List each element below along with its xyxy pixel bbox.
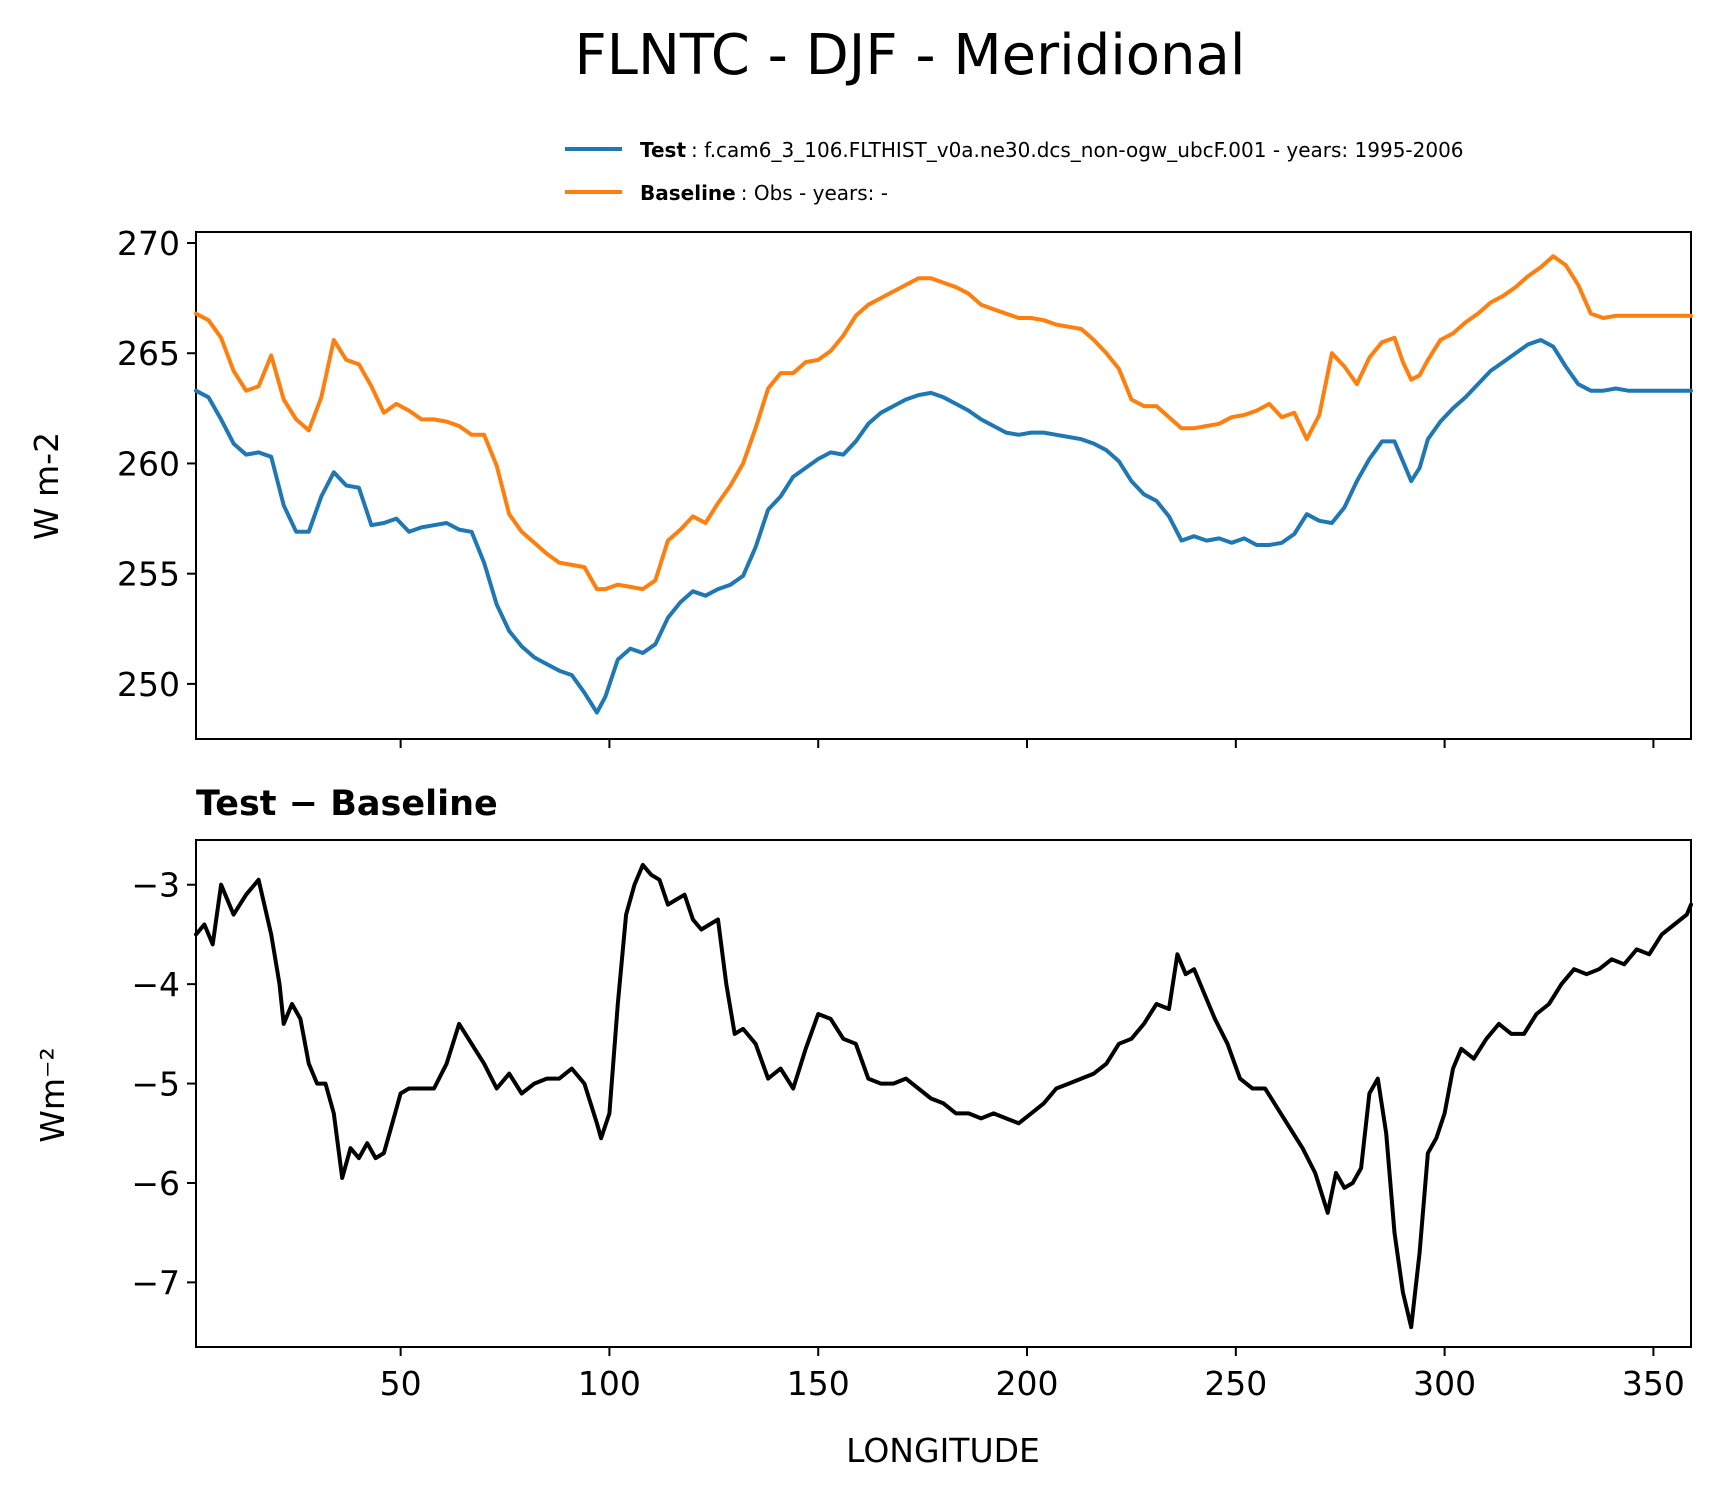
x-tick-label: 250 (1204, 1364, 1267, 1403)
difference-panel-title: Test − Baseline (196, 784, 498, 824)
bottom-y-axis: −3 −4 −5 −6 −7 (131, 866, 196, 1302)
bottom-y-tick-label: −7 (131, 1263, 180, 1302)
legend-baseline-label: Baseline (640, 181, 736, 205)
bottom-y-tick-label: −6 (131, 1164, 180, 1203)
bottom-y-tick-label: −3 (131, 866, 180, 905)
bottom-y-tick-label: −5 (131, 1065, 180, 1104)
bottom-y-tick-label: −4 (131, 965, 180, 1004)
x-tick-label: 50 (380, 1364, 422, 1403)
series-line-baseline (194, 254, 1693, 592)
top-series (194, 254, 1693, 715)
legend-test-label: Test (640, 138, 686, 162)
bottom-plot-frame (195, 839, 1692, 1348)
top-y-tick-label: 265 (117, 334, 180, 373)
legend: Test: f.cam6_3_106.FLTHIST_v0a.ne30.dcs_… (565, 138, 1464, 205)
x-tick-label: 150 (787, 1364, 850, 1403)
top-y-axis: 250 255 260 265 270 (117, 224, 196, 704)
top-panel: 250 255 260 265 270 W m-2 (27, 224, 1693, 748)
legend-test-description: : f.cam6_3_106.FLTHIST_v0a.ne30.dcs_non-… (691, 138, 1464, 162)
series-line-test (194, 338, 1693, 715)
figure-title: FLNTC - DJF - Meridional (575, 23, 1246, 88)
legend-baseline-entry: Baseline: Obs - years: - (640, 181, 888, 205)
top-plot-frame (195, 231, 1692, 740)
top-y-tick-label: 260 (117, 444, 180, 483)
x-axis-label: LONGITUDE (846, 1431, 1040, 1470)
x-tick-label: 300 (1413, 1364, 1476, 1403)
top-y-tick-label: 255 (117, 555, 180, 594)
x-tick-label: 350 (1622, 1364, 1685, 1403)
top-x-axis (399, 739, 1655, 748)
bottom-panel: Test − Baseline −3 −4 −5 −6 −7 50 100 150 200 25… (33, 784, 1693, 1470)
legend-test-entry: Test: f.cam6_3_106.FLTHIST_v0a.ne30.dcs_… (640, 138, 1464, 162)
series-line-difference (194, 862, 1693, 1330)
top-y-axis-label: W m-2 (27, 432, 66, 540)
top-y-tick-label: 250 (117, 665, 180, 704)
x-tick-label: 100 (578, 1364, 641, 1403)
legend-baseline-description: : Obs - years: - (741, 181, 888, 205)
x-tick-label: 200 (996, 1364, 1059, 1403)
top-y-tick-label: 270 (117, 224, 180, 263)
bottom-y-axis-label: Wm⁻² (33, 1047, 72, 1142)
bottom-series (194, 862, 1693, 1330)
bottom-x-axis: 50 100 150 200 250 300 350 (380, 1347, 1685, 1403)
